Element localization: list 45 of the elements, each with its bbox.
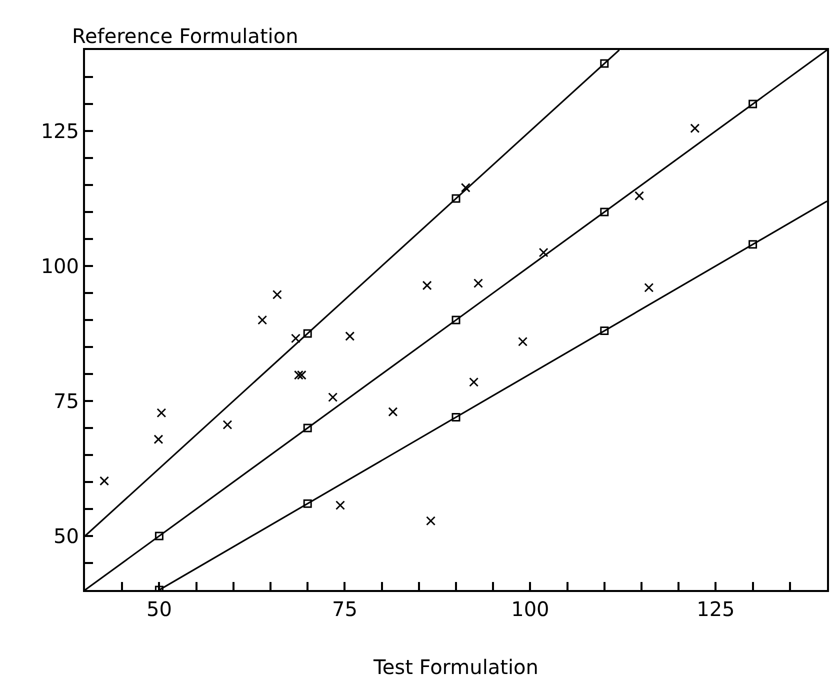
y-tick-label: 100 xyxy=(40,254,79,278)
x-tick-label: 125 xyxy=(696,597,735,621)
point xyxy=(290,334,300,344)
point xyxy=(303,329,312,338)
point xyxy=(452,412,460,422)
x-tick-label: 75 xyxy=(332,597,358,621)
point xyxy=(600,208,609,216)
point xyxy=(518,336,528,346)
point xyxy=(452,316,460,324)
point xyxy=(156,408,166,418)
point xyxy=(222,420,232,430)
y-tick-label: 50 xyxy=(54,524,79,548)
point xyxy=(258,315,268,325)
point xyxy=(538,248,548,258)
point xyxy=(600,326,609,336)
point xyxy=(294,370,304,380)
y-tick-label: 75 xyxy=(54,389,79,413)
point xyxy=(422,280,432,290)
point xyxy=(644,282,654,292)
point xyxy=(469,377,479,387)
point xyxy=(303,424,312,432)
x-tick-label: 100 xyxy=(511,597,550,621)
point xyxy=(748,100,758,108)
point xyxy=(328,392,338,402)
point xyxy=(748,240,758,249)
y-tick-label: 125 xyxy=(40,119,79,143)
x-tick-label: 50 xyxy=(146,597,172,621)
point xyxy=(452,194,460,203)
point xyxy=(100,476,110,486)
point xyxy=(634,191,644,201)
point xyxy=(474,278,484,288)
point xyxy=(154,434,164,444)
y-axis-title: Reference Formulation xyxy=(72,24,298,48)
point xyxy=(154,532,164,540)
point xyxy=(345,331,355,341)
point xyxy=(600,59,609,68)
point xyxy=(388,407,398,417)
point xyxy=(303,499,312,508)
point xyxy=(460,182,470,192)
point xyxy=(296,370,306,380)
x-axis-title: Test Formulation xyxy=(372,655,538,679)
point xyxy=(336,500,345,510)
point xyxy=(272,290,282,300)
point xyxy=(426,516,436,526)
point xyxy=(690,124,700,134)
